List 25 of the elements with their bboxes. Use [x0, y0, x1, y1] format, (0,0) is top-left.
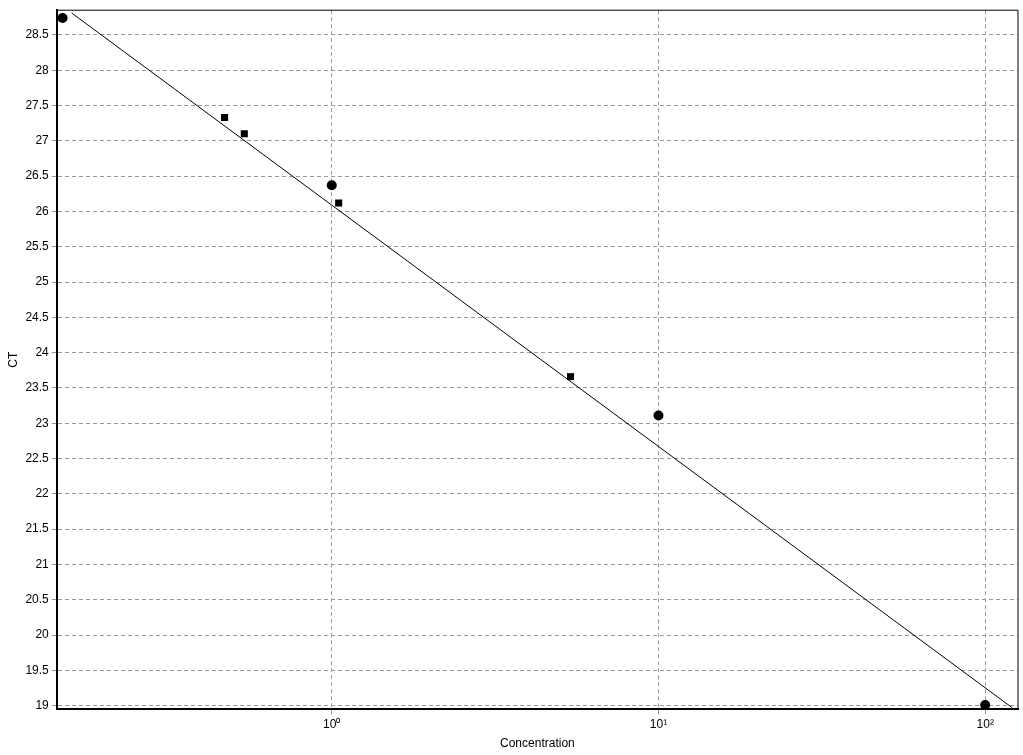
y-tick-label: 27 [35, 133, 50, 148]
y-tick-label: 28 [35, 62, 50, 77]
y-tick-label: 20.5 [25, 592, 50, 607]
y-tick-label: 25.5 [25, 239, 50, 254]
y-tick-label: 20 [35, 627, 50, 642]
y-tick-label: 24 [35, 344, 50, 359]
x-tick-label: 10⁰ [323, 716, 341, 731]
y-tick-label: 26.5 [25, 168, 50, 183]
y-tick-label: 19 [35, 697, 50, 712]
y-tick-label: 24.5 [25, 309, 50, 324]
y-tick-label: 27.5 [25, 97, 50, 112]
x-tick-label: 10² [976, 716, 994, 731]
y-tick-label: 19.5 [25, 662, 50, 677]
y-tick-label: 26 [35, 203, 50, 218]
y-tick-label: 23.5 [25, 380, 50, 395]
x-tick-label: 10¹ [649, 716, 668, 731]
y-axis-title: CT [5, 351, 20, 368]
y-tick-label: 28.5 [25, 27, 50, 42]
x-axis-title: Concentration [500, 736, 575, 751]
y-tick-label: 25 [35, 274, 50, 289]
y-tick-label: 22 [35, 486, 50, 501]
y-tick-label: 22.5 [25, 450, 50, 465]
y-tick-label: 21 [35, 556, 50, 571]
y-tick-label: 21.5 [25, 521, 50, 536]
y-tick-label: 23 [35, 415, 50, 430]
